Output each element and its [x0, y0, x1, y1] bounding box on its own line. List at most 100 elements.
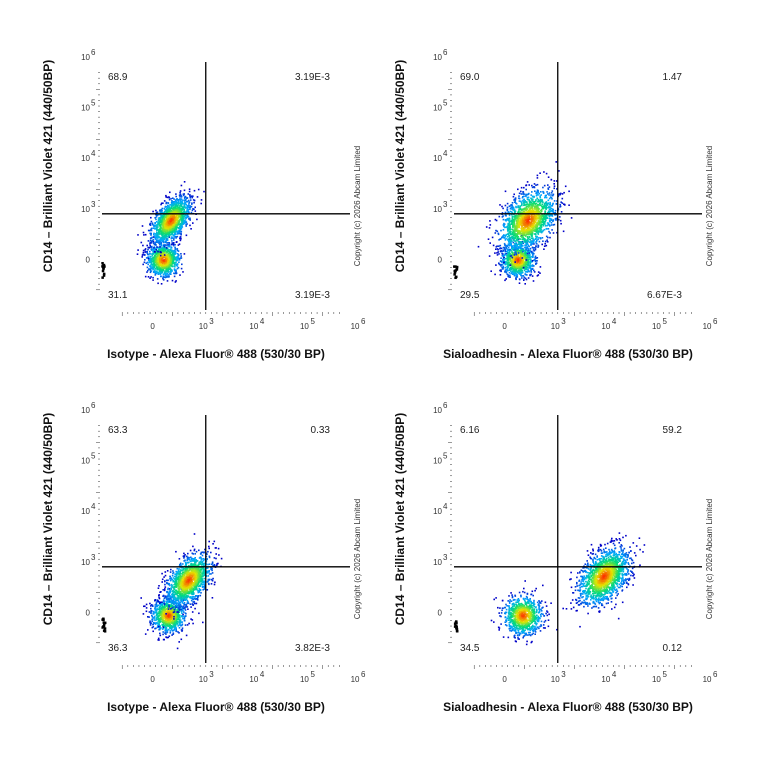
event-point: [504, 260, 506, 263]
event-point: [522, 230, 524, 233]
event-point: [508, 261, 510, 264]
event-point: [168, 196, 170, 198]
event-point: [157, 258, 159, 260]
event-point: [523, 222, 525, 224]
event-point: [528, 238, 531, 241]
event-point: [503, 258, 506, 261]
event-point: [514, 211, 516, 214]
event-point: [153, 243, 156, 246]
event-point: [515, 265, 518, 267]
event-point: [536, 190, 539, 193]
event-point: [155, 232, 158, 235]
event-point: [144, 249, 146, 251]
event-point: [516, 222, 518, 224]
event-point: [504, 239, 507, 241]
event-point: [502, 218, 505, 221]
event-point: [548, 186, 551, 188]
event-point: [173, 249, 176, 252]
event-point: [547, 188, 550, 190]
event-point: [518, 220, 521, 222]
event-point: [190, 211, 193, 214]
event-point: [537, 200, 539, 203]
event-point: [165, 261, 167, 264]
event-point: [173, 225, 176, 228]
event-point: [159, 249, 162, 251]
event-point: [153, 246, 155, 249]
event-point: [508, 226, 511, 228]
event-point: [177, 250, 180, 252]
event-point: [155, 209, 157, 212]
event-point: [162, 236, 165, 239]
event-point: [165, 259, 167, 261]
event-point: [516, 217, 519, 219]
event-point: [545, 213, 548, 216]
event-point: [537, 221, 539, 224]
event-point: [152, 253, 154, 255]
event-point: [513, 257, 515, 259]
event-point: [164, 231, 167, 234]
event-point: [182, 218, 185, 220]
event-point: [182, 221, 185, 224]
event-point: [515, 271, 518, 273]
event-point: [536, 214, 538, 216]
event-point: [164, 274, 167, 276]
event-point: [161, 222, 164, 224]
event-point: [180, 215, 182, 217]
event-point: [162, 275, 165, 278]
event-point: [159, 209, 161, 212]
event-point: [167, 236, 170, 238]
event-point: [549, 236, 551, 239]
event-point: [517, 224, 519, 226]
event-point: [161, 247, 163, 249]
event-point: [172, 235, 175, 237]
event-point: [513, 258, 515, 261]
event-point: [527, 230, 529, 233]
event-point: [522, 260, 525, 263]
event-point: [164, 276, 167, 279]
event-point: [517, 272, 520, 274]
event-point: [196, 196, 199, 198]
event-point: [519, 238, 522, 240]
event-point: [173, 234, 176, 236]
event-point: [539, 220, 541, 222]
event-point: [520, 265, 523, 268]
event-point: [526, 252, 529, 255]
event-point: [193, 208, 195, 210]
event-point: [520, 259, 522, 262]
event-point: [164, 210, 167, 212]
event-point: [528, 252, 530, 254]
event-point: [158, 231, 161, 234]
event-point: [160, 238, 163, 240]
event-point: [158, 260, 160, 263]
event-point: [176, 222, 179, 225]
event-point: [513, 222, 516, 224]
event-point: [165, 202, 167, 205]
event-point: [167, 259, 169, 262]
event-point: [514, 199, 517, 202]
event-point: [155, 266, 158, 268]
event-point: [160, 230, 162, 233]
x-tick-label: 10: [703, 322, 712, 331]
event-point: [530, 223, 532, 226]
event-point: [176, 198, 178, 200]
event-point: [535, 202, 538, 205]
event-point: [189, 219, 191, 221]
event-point: [523, 225, 526, 227]
event-point: [178, 223, 180, 226]
event-point: [528, 266, 531, 269]
event-point: [518, 215, 520, 217]
event-point: [513, 254, 516, 256]
event-point: [171, 210, 174, 212]
event-point: [520, 272, 523, 274]
event-point: [525, 229, 528, 231]
event-point: [516, 265, 519, 268]
event-point: [505, 226, 508, 228]
event-point: [506, 227, 509, 230]
event-point: [159, 228, 162, 231]
event-point: [175, 263, 178, 266]
event-point: [537, 233, 540, 235]
event-point: [169, 191, 171, 194]
event-point: [176, 199, 179, 201]
event-point: [500, 247, 503, 250]
event-point: [511, 268, 514, 270]
